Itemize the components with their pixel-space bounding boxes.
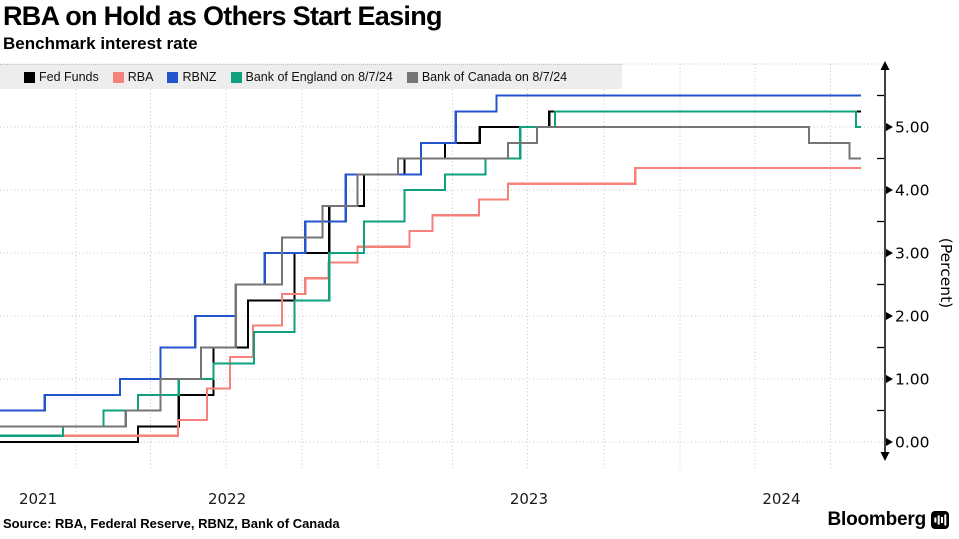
legend-item-bank-of-canada-on-8-7-24[interactable]: Bank of Canada on 8/7/24 [406, 70, 568, 84]
y-axis-tick-label: 1.00 [895, 371, 930, 389]
y-axis-major-tick-icon [886, 312, 893, 320]
legend-label: Bank of England on 8/7/24 [245, 70, 393, 84]
legend-swatch-bank-of-england-on-8-7-24 [230, 71, 242, 83]
legend-swatch-rbnz [167, 71, 179, 83]
x-axis-year-label: 2022 [208, 490, 246, 508]
legend-label: Fed Funds [39, 70, 99, 84]
legend-item-bank-of-england-on-8-7-24[interactable]: Bank of England on 8/7/24 [230, 70, 393, 84]
chart-title: RBA on Hold as Others Start Easing [3, 1, 442, 31]
y-axis-major-tick-icon [886, 438, 893, 446]
y-axis-tick-label: 5.00 [895, 119, 930, 137]
y-axis-major-tick-icon [886, 249, 893, 257]
bloomberg-terminal-icon [931, 511, 949, 529]
legend-label: Bank of Canada on 8/7/24 [421, 70, 568, 84]
series-line-bank-of-england-on-8-7-24 [0, 110, 861, 437]
legend-label: RBNZ [182, 70, 217, 84]
y-axis-major-tick-icon [886, 375, 893, 383]
y-axis-tick-label: 3.00 [895, 245, 930, 263]
legend-label: RBA [127, 70, 154, 84]
y-axis-major-tick-icon [886, 186, 893, 194]
series-line-rbnz [0, 94, 861, 412]
y-axis-major-tick-icon [886, 123, 893, 131]
y-axis-tick-label: 4.00 [895, 182, 930, 200]
legend-item-rbnz[interactable]: RBNZ [167, 70, 217, 84]
x-axis-year-label: 2021 [19, 490, 57, 508]
y-axis-tick-label: 0.00 [895, 434, 930, 452]
legend-swatch-fed-funds [24, 71, 35, 83]
x-axis-year-label: 2023 [510, 490, 548, 508]
legend: Fed Funds RBA RBNZ Bank of England on 8/7/2… [0, 64, 622, 89]
legend-swatch-rba [112, 71, 124, 83]
series-line-bank-of-canada-on-8-7-24 [0, 125, 861, 428]
x-axis-year-label: 2024 [762, 490, 800, 508]
legend-swatch-bank-of-canada-on-8-7-24 [406, 71, 418, 83]
chart-subtitle: Benchmark interest rate [3, 34, 198, 53]
y-axis-top-arrow-icon [880, 61, 890, 70]
series-line-rba [0, 166, 861, 437]
source-note: Source: RBA, Federal Reserve, RBNZ, Bank… [3, 516, 340, 531]
legend-item-fed-funds[interactable]: Fed Funds [24, 70, 99, 84]
y-axis-unit-label: (Percent) [937, 238, 955, 308]
y-axis-tick-label: 2.00 [895, 308, 930, 326]
bloomberg-logo: Bloomberg [828, 509, 949, 531]
series-line-fed-funds [0, 110, 861, 444]
legend-item-rba[interactable]: RBA [112, 70, 154, 84]
y-axis-bottom-arrow-icon [880, 452, 890, 461]
bloomberg-wordmark: Bloomberg [827, 509, 927, 530]
